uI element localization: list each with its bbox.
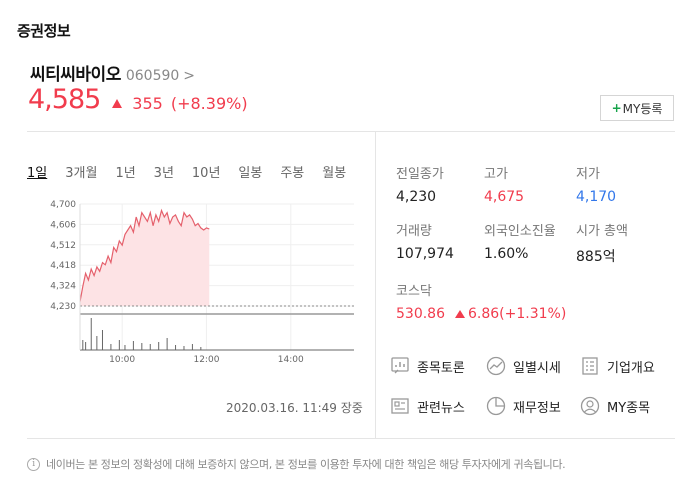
- y-tick-label: 4,418: [50, 261, 76, 271]
- link-label: MY종목: [607, 400, 651, 416]
- disclaimer: i 네이버는 본 정보의 정확성에 대해 보증하지 않으며, 본 정보를 이용한…: [27, 456, 566, 472]
- divider-top: [27, 131, 675, 132]
- price-line: [79, 208, 210, 302]
- divider-vertical: [375, 131, 376, 438]
- document-list-icon: [582, 357, 598, 375]
- stat-value: 885억: [576, 249, 616, 265]
- link-financials[interactable]: 재무정보: [486, 396, 561, 416]
- up-arrow-icon: [112, 99, 123, 108]
- stat-value: 107,974: [396, 246, 454, 262]
- stat-value: 4,170: [576, 189, 617, 205]
- user-icon: [580, 396, 600, 416]
- index-label: 코스닥: [396, 284, 432, 299]
- plus-icon: +: [611, 101, 622, 115]
- index-value: 530.86: [396, 306, 445, 322]
- change-percent: (+8.39%): [170, 94, 248, 113]
- link-label: 종목토론: [417, 360, 465, 376]
- tab-1year[interactable]: 1년: [115, 166, 136, 181]
- y-tick-label: 4,700: [50, 200, 76, 210]
- tab-weekly-candle[interactable]: 주봉: [280, 166, 305, 181]
- stat-market-cap: 시가 총액 885억: [576, 220, 628, 266]
- tab-3year[interactable]: 3년: [153, 166, 174, 181]
- period-tabs: 1일 3개월 1년 3년 10년 일봉 주봉 월봉: [27, 162, 364, 181]
- stock-code[interactable]: 060590: [125, 68, 180, 84]
- link-my-stocks[interactable]: MY종목: [580, 396, 650, 416]
- link-label: 관련뉴스: [417, 400, 465, 416]
- chevron-right-icon[interactable]: >: [183, 68, 196, 84]
- stat-volume: 거래량 107,974: [396, 220, 454, 262]
- intraday-chart[interactable]: 4,700 4,606 4,512 4,418 4,324 4,230 10:00 12:00…: [40, 192, 360, 367]
- tab-monthly-candle[interactable]: 월봉: [322, 166, 347, 181]
- trend-chart-icon: [486, 356, 506, 376]
- link-related-news[interactable]: 관련뉴스: [390, 396, 465, 416]
- link-label: 재무정보: [513, 400, 561, 416]
- stat-value: 4,675: [484, 189, 525, 205]
- stat-value: 4,230: [396, 189, 437, 205]
- stat-label: 고가: [484, 167, 508, 182]
- change-amount: 355: [132, 94, 163, 113]
- stock-name[interactable]: 씨티씨바이오: [30, 65, 121, 85]
- stat-value: 1.60%: [484, 246, 529, 262]
- stat-low: 저가 4,170: [576, 163, 616, 205]
- stock-name-row[interactable]: 씨티씨바이오 060590 >: [30, 60, 195, 85]
- x-tick-label: 12:00: [193, 355, 219, 365]
- x-tick-label: 14:00: [278, 355, 304, 365]
- price-row: 4,585 355 (+8.39%): [28, 84, 248, 115]
- stat-label: 거래량: [396, 224, 432, 239]
- x-tick-label: 10:00: [109, 355, 135, 365]
- link-label: 기업개요: [607, 360, 655, 376]
- link-discussion[interactable]: 종목토론: [390, 356, 465, 376]
- index-row: 530.86 6.86 (+1.31%): [396, 306, 566, 322]
- tab-daily-candle[interactable]: 일봉: [238, 166, 263, 181]
- up-arrow-icon: [455, 310, 465, 318]
- divider-bottom: [27, 438, 675, 439]
- stat-label: 저가: [576, 167, 600, 182]
- link-label: 일별시세: [513, 360, 561, 376]
- current-price: 4,585: [28, 84, 101, 115]
- my-register-button[interactable]: + MY등록: [600, 95, 674, 121]
- tab-3month[interactable]: 3개월: [65, 166, 98, 181]
- tab-1day[interactable]: 1일: [27, 166, 48, 181]
- y-tick-label: 4,512: [50, 241, 76, 251]
- stat-label: 전일종가: [396, 167, 444, 182]
- y-tick-label: 4,606: [50, 220, 76, 230]
- link-company-overview[interactable]: 기업개요: [580, 356, 655, 376]
- kosdaq-index[interactable]: 코스닥 530.86 6.86 (+1.31%): [396, 280, 566, 322]
- discussion-icon: [391, 357, 409, 374]
- stat-label: 시가 총액: [576, 224, 628, 239]
- pie-chart-icon: [486, 396, 506, 416]
- stat-prev-close: 전일종가 4,230: [396, 163, 444, 205]
- chart-timestamp: 2020.03.16. 11:49 장중: [226, 401, 363, 415]
- y-tick-label: 4,230: [50, 302, 76, 312]
- stat-label: 외국인소진율: [484, 224, 556, 239]
- section-title: 증권정보: [17, 22, 71, 40]
- my-register-label: MY등록: [622, 101, 663, 116]
- disclaimer-text: 네이버는 본 정보의 정확성에 대해 보증하지 않으며, 본 정보를 이용한 투…: [46, 458, 566, 471]
- stat-high: 고가 4,675: [484, 163, 524, 205]
- tab-10year[interactable]: 10년: [191, 166, 221, 181]
- index-change: 6.86: [468, 306, 500, 322]
- stat-foreign-ratio: 외국인소진율 1.60%: [484, 220, 556, 262]
- price-change: 355 (+8.39%): [112, 94, 248, 113]
- index-change-pct: (+1.31%): [499, 306, 567, 322]
- y-tick-label: 4,324: [50, 282, 76, 292]
- price-area: [80, 210, 210, 306]
- news-icon: [391, 398, 409, 414]
- info-icon: i: [27, 457, 40, 471]
- link-daily-price[interactable]: 일별시세: [486, 356, 561, 376]
